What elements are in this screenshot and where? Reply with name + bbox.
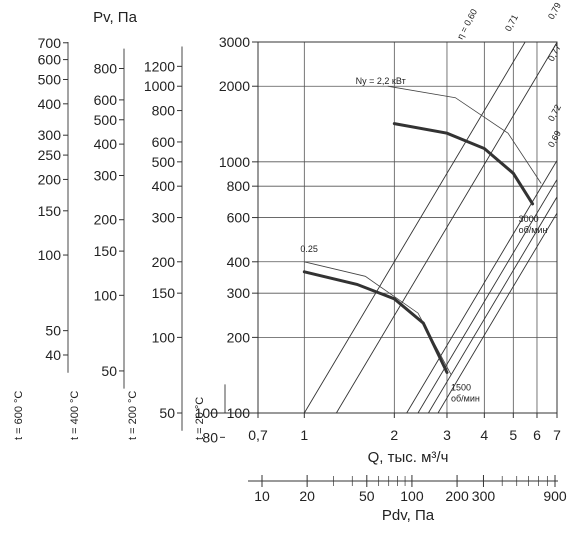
temperature-scale-label: 500 [94,112,118,128]
temperature-scale-label: 1200 [144,58,175,74]
power-label: 0.25 [300,244,318,254]
efficiency-label: 0,69 [546,129,563,149]
temperature-scale-label: 50 [159,405,175,421]
curve-rpm-unit: об/мин [519,225,548,235]
temperature-scale-label: 500 [38,71,62,87]
efficiency-label: 0,79 [546,1,563,21]
temperature-scale-label: 800 [94,61,118,77]
temperature-scale-label: 500 [152,154,176,170]
temperature-scale-title: t = 600 °C [13,391,25,440]
temperature-scale-label: 200 [38,171,62,187]
x-tick-label: 5 [509,427,517,443]
temperature-scale-label: 200 [94,212,118,228]
power-line [304,261,452,375]
temperature-scale-label: 100 [152,329,176,345]
temperature-scale-label: 400 [152,178,176,194]
x-axis-title: Q, тыс. м³/ч [368,449,449,466]
pdv-tick-label: 50 [359,488,375,504]
temperature-scale-label: 50 [101,363,117,379]
y-tick-label: 200 [227,329,251,345]
pdv-tick-label: 900 [543,488,567,504]
performance-curve [302,270,449,374]
temperature-scale-label: 800 [152,103,176,119]
x-tick-label: 1 [300,427,308,443]
pdv-axis-title: Pdv, Па [382,507,435,524]
temperature-scale-label: 100 [195,405,219,421]
efficiency-label: 0,77 [546,43,563,63]
temperature-scale-label: 600 [152,134,176,150]
y-tick-label: 3000 [219,34,250,50]
performance-curve [392,122,535,206]
y-tick-label: 2000 [219,78,250,94]
temperature-scale-label: 400 [94,136,118,152]
temperature-scale-label: 300 [38,127,62,143]
efficiency-line [303,42,526,413]
temperature-scale-label: 150 [152,285,176,301]
y-tick-label: 300 [227,285,251,301]
temperature-scale-label: 600 [38,52,62,68]
temperature-scale-label: 600 [94,92,118,108]
temperature-scale-label: 100 [94,287,118,303]
y-tick-label: 800 [227,178,251,194]
pdv-tick-label: 100 [400,488,424,504]
temperature-scale-label: 150 [94,243,118,259]
y-tick-label: 1000 [219,154,250,170]
temperature-scale-label: 300 [94,167,118,183]
pdv-tick-label: 300 [472,488,496,504]
pdv-tick-label: 20 [299,488,315,504]
x-tick-label: 6 [533,427,541,443]
temperature-scale-label: 150 [38,203,62,219]
efficiency-line [428,196,557,413]
curve-rpm-unit: об/мин [451,393,480,403]
efficiency-lines [303,42,557,413]
temperature-scale-title: t = 400 °C [69,391,81,440]
x-tick-label: 4 [480,427,488,443]
x-tick-label: 7 [553,427,561,443]
plot-frame [257,41,558,414]
y-tick-label: 400 [227,254,251,270]
pdv-tick-label: 200 [445,488,469,504]
x-tick-label: 3 [443,427,451,443]
temperature-scale-label: 200 [152,254,176,270]
temperature-scale-label: 250 [38,147,62,163]
efficiency-line [406,159,557,413]
temperature-scale-label: 700 [38,35,62,51]
temperature-scale-label: 80 [202,429,218,445]
y-tick-label: 600 [227,210,251,226]
pdv-tick-label: 10 [254,488,270,504]
curve-rpm-label: 1500 [451,382,471,392]
temperature-scale-title: t = 20 °C [194,397,206,440]
temperature-scale-title: t = 200 °C [127,391,139,440]
efficiency-label: η = 0,60 [455,7,479,41]
efficiency-label: 0,72 [546,103,563,123]
efficiency-line [437,212,557,413]
x-tick-label: 0,7 [248,427,268,443]
temperature-scale-label: 40 [45,347,61,363]
x-tick-label: 2 [390,427,398,443]
temperature-scale-label: 50 [45,323,61,339]
curve-rpm-label: 3000 [519,214,539,224]
temperature-scale-label: 100 [38,247,62,263]
power-label: Nу = 2,2 кВт [356,76,406,86]
temperature-scale-label: 300 [152,210,176,226]
efficiency-line [417,178,557,413]
temperature-scale-label: 400 [38,96,62,112]
y-axis-title: Pv, Па [93,9,138,26]
temperature-scale-label: 1000 [144,78,175,94]
efficiency-line [335,42,557,413]
efficiency-label: 0,71 [503,13,520,33]
power-line [387,85,542,184]
